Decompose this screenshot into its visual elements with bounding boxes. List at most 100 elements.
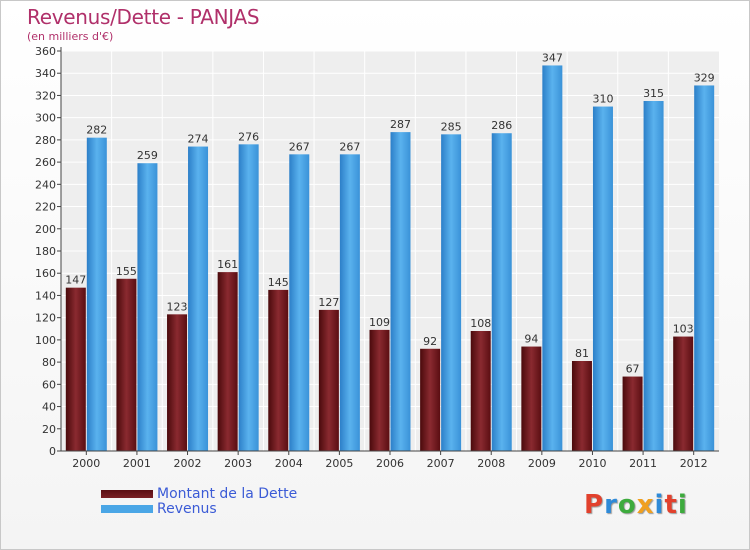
x-tick-label-2004: 2004 [275, 457, 303, 470]
data-label-revenus-2004: 267 [289, 140, 310, 153]
y-tick-label-60: 60 [42, 378, 56, 391]
y-tick-label-160: 160 [35, 267, 56, 280]
bar-revenus-2001 [137, 163, 158, 451]
bar-revenus-2009 [542, 65, 563, 451]
y-tick-label-140: 140 [35, 289, 56, 302]
bar-revenus-2011 [643, 101, 664, 451]
axes: 0 20 40 60 80 100 120 140 160 180 200 220 240 260 280 3… [35, 45, 719, 470]
data-label-dette-2004: 145 [268, 276, 289, 289]
data-label-revenus-2009: 347 [542, 51, 563, 64]
y-tick-label-220: 220 [35, 201, 56, 214]
x-tick-label-2008: 2008 [477, 457, 505, 470]
legend-label-revenus: Revenus [157, 501, 217, 517]
data-labels: 147 282 155 259 123 274 161 276 145 267 127 267 109 2… [65, 51, 714, 375]
x-tick-label-2000: 2000 [72, 457, 100, 470]
bar-dette-2000 [65, 287, 86, 451]
bar-revenus-2004 [289, 154, 310, 452]
bar-dette-2008 [470, 331, 491, 451]
data-label-revenus-2007: 285 [441, 120, 462, 133]
y-tick-label-80: 80 [42, 356, 56, 369]
data-label-revenus-2008: 286 [491, 119, 512, 132]
data-label-dette-2005: 127 [318, 296, 339, 309]
y-tick-label-240: 240 [35, 178, 56, 191]
data-label-revenus-2005: 267 [339, 140, 360, 153]
y-tick-label-120: 120 [35, 312, 56, 325]
logo-letter: t [664, 490, 678, 520]
bar-revenus-2010 [592, 106, 613, 452]
bar-revenus-2005 [339, 154, 360, 452]
chart-title: Revenus/Dette - PANJAS [27, 5, 260, 29]
bars [65, 65, 715, 452]
bar-revenus-2008 [491, 133, 512, 451]
y-tick-label-180: 180 [35, 245, 56, 258]
bar-dette-2010 [571, 361, 592, 451]
data-label-dette-2008: 108 [470, 317, 491, 330]
bar-dette-2003 [217, 272, 238, 451]
data-label-dette-2006: 109 [369, 316, 390, 329]
data-label-dette-2000: 147 [65, 274, 86, 287]
x-tick-label-2009: 2009 [528, 457, 556, 470]
bar-dette-2009 [521, 346, 542, 451]
logo-letter: x [636, 490, 655, 520]
data-label-dette-2007: 92 [423, 335, 437, 348]
x-tick-label-2012: 2012 [680, 457, 708, 470]
logo-letter: o [617, 490, 637, 520]
legend-swatch-revenus [101, 505, 153, 513]
data-label-dette-2010: 81 [575, 347, 589, 360]
gridlines [61, 50, 719, 452]
data-label-revenus-2011: 315 [643, 87, 664, 100]
y-tick-label-320: 320 [35, 89, 56, 102]
y-tick-label-0: 0 [49, 445, 56, 458]
x-tick-label-2006: 2006 [376, 457, 404, 470]
bar-dette-2004 [268, 289, 289, 451]
bar-revenus-2007 [441, 134, 462, 452]
data-label-dette-2011: 67 [626, 363, 640, 376]
y-tick-label-200: 200 [35, 223, 56, 236]
data-label-dette-2002: 123 [167, 300, 188, 313]
bar-dette-2002 [167, 314, 188, 451]
logo-letter: r [604, 490, 618, 520]
data-label-dette-2009: 94 [524, 333, 538, 346]
x-tick-label-2005: 2005 [325, 457, 353, 470]
bar-dette-2001 [116, 278, 137, 451]
y-tick-label-260: 260 [35, 156, 56, 169]
bar-dette-2011 [622, 376, 643, 451]
x-tick-label-2003: 2003 [224, 457, 252, 470]
bar-dette-2012 [673, 336, 694, 451]
x-tick-label-2001: 2001 [123, 457, 151, 470]
y-tick-label-300: 300 [35, 112, 56, 125]
bar-revenus-2000 [86, 137, 107, 451]
data-label-dette-2001: 155 [116, 265, 137, 278]
data-label-revenus-2012: 329 [694, 71, 715, 84]
bar-dette-2007 [420, 348, 441, 451]
data-label-revenus-2003: 276 [238, 130, 259, 143]
data-label-dette-2003: 161 [217, 258, 238, 271]
x-tick-label-2011: 2011 [629, 457, 657, 470]
bar-dette-2006 [369, 329, 390, 451]
bar-revenus-2003 [238, 144, 259, 452]
data-label-revenus-2002: 274 [188, 133, 209, 146]
data-label-dette-2012: 103 [673, 323, 694, 336]
bar-revenus-2002 [188, 146, 209, 452]
y-tick-label-340: 340 [35, 67, 56, 80]
x-tick-label-2007: 2007 [427, 457, 455, 470]
chart-subtitle: (en milliers d'€) [27, 30, 114, 43]
y-tick-label-360: 360 [35, 45, 56, 58]
x-tick-label-2002: 2002 [174, 457, 202, 470]
logo-letter: i [654, 490, 665, 520]
data-label-revenus-2006: 287 [390, 118, 411, 131]
legend-label-dette: Montant de la Dette [157, 486, 298, 502]
data-label-revenus-2000: 282 [86, 124, 107, 137]
x-tick-label-2010: 2010 [578, 457, 606, 470]
bar-dette-2005 [318, 309, 339, 451]
y-tick-label-20: 20 [42, 423, 56, 436]
legend-swatch-dette [101, 490, 153, 498]
y-tick-label-280: 280 [35, 134, 56, 147]
y-tick-label-40: 40 [42, 401, 56, 414]
data-label-revenus-2010: 310 [592, 93, 613, 106]
proxiti-logo: Proxiti [584, 490, 688, 520]
y-tick-label-100: 100 [35, 334, 56, 347]
logo-letter: P [584, 490, 605, 520]
